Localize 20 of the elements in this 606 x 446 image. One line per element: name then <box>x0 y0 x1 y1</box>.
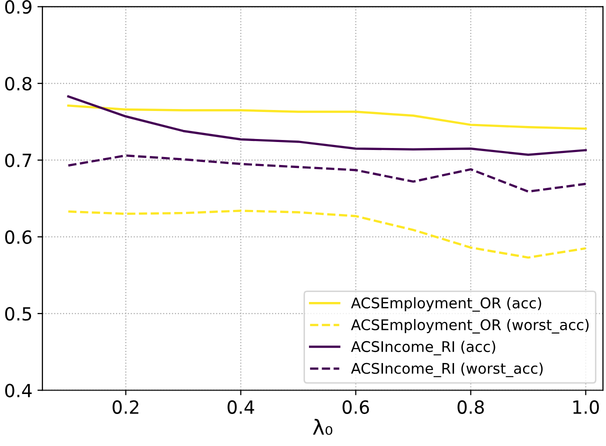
y-tick-label: 0.9 <box>5 0 32 14</box>
line-series <box>67 154 587 193</box>
y-tick-label: 0.6 <box>5 230 32 244</box>
x-tick-label: 0.8 <box>458 400 484 414</box>
line-series <box>67 95 587 156</box>
legend-label: ACSIncome_RI (worst_acc) <box>351 362 543 378</box>
x-axis-title: λ₀ <box>312 418 332 435</box>
y-tick-label: 0.8 <box>5 76 32 91</box>
x-tick-label: 1.0 <box>573 400 599 414</box>
x-tick-label: 0.6 <box>342 400 369 414</box>
line-series <box>67 210 587 259</box>
line-series <box>67 104 587 130</box>
x-tick-label: 0.2 <box>112 400 138 414</box>
y-tick-label: 0.5 <box>5 306 32 321</box>
legend-label: ACSEmployment_OR (acc) <box>351 297 542 312</box>
y-tick-label: 0.7 <box>5 154 32 168</box>
x-tick-label: 0.4 <box>228 400 254 414</box>
legend-label: ACSIncome_RI (acc) <box>351 340 496 356</box>
y-tick-label: 0.4 <box>5 384 32 398</box>
legend-label: ACSEmployment_OR (worst_acc) <box>351 318 589 334</box>
